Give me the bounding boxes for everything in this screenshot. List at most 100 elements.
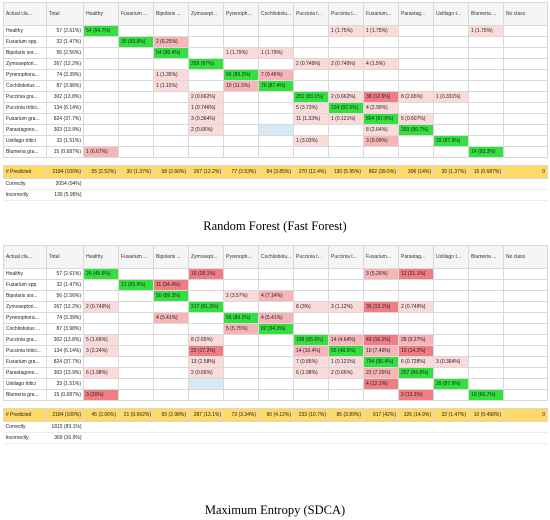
row-label: Puccinia tritici... xyxy=(3,102,47,114)
matrix-cell xyxy=(223,146,259,158)
predicted-count: 233 (10.7%) xyxy=(293,408,329,422)
matrix-cell: 2 (0.749%) xyxy=(398,301,434,313)
matrix-cell: 11 (1.33%) xyxy=(293,113,329,125)
matrix-cell: 10 (66.7%) xyxy=(468,389,504,401)
incorrectly-label: Incorrectly xyxy=(3,432,47,444)
matrix-cell xyxy=(223,389,259,401)
row-total: 15 (0.687%) xyxy=(46,146,84,158)
column-header[interactable]: Blumeria ... xyxy=(468,2,504,26)
column-header[interactable]: Fusarium... xyxy=(363,245,399,269)
matrix-cell xyxy=(398,69,434,81)
column-header[interactable]: Fusarium ... xyxy=(118,2,154,26)
column-header[interactable]: Healthy xyxy=(83,2,119,26)
matrix-cell xyxy=(433,36,469,48)
matrix-cell xyxy=(83,378,119,390)
matrix-cell: 23 (17.2%) xyxy=(188,345,224,357)
table-row: Fusarium spp. 32 (1.47%) 30 (93.8%) 2 (6.25… xyxy=(3,36,548,48)
predicted-count: 917 (42%) xyxy=(363,408,399,422)
matrix-cell xyxy=(258,268,294,280)
matrix-cell xyxy=(503,146,548,158)
column-header[interactable]: Fusarium ... xyxy=(118,245,154,269)
matrix-cell xyxy=(363,80,399,92)
column-header[interactable]: Puccinia t... xyxy=(328,2,364,26)
predicted-count: 45 (2.06%) xyxy=(83,408,119,422)
column-header[interactable]: Total xyxy=(46,245,84,269)
matrix-cell xyxy=(118,124,154,136)
matrix-cell: 30 (93.8%) xyxy=(118,36,154,48)
matrix-cell: 6 (1.98%) xyxy=(83,367,119,379)
matrix-cell xyxy=(293,290,329,302)
matrix-cell xyxy=(188,135,224,147)
column-header[interactable]: Zymosept... xyxy=(188,245,224,269)
matrix-cell xyxy=(118,268,154,280)
matrix-cell xyxy=(328,323,364,335)
matrix-cell xyxy=(433,290,469,302)
matrix-cell xyxy=(503,323,548,335)
matrix-cell xyxy=(118,323,154,335)
column-header[interactable]: Cochliobolu... xyxy=(258,2,294,26)
predicted-count: 65 (2.98%) xyxy=(153,408,189,422)
column-header[interactable]: Bipolaris ... xyxy=(153,2,189,26)
column-header[interactable]: Total xyxy=(46,2,84,26)
matrix-cell xyxy=(468,91,504,103)
matrix-cell xyxy=(118,102,154,114)
matrix-cell xyxy=(503,135,548,147)
column-header[interactable]: Bipolaris ... xyxy=(153,245,189,269)
matrix-cell xyxy=(468,334,504,346)
column-header[interactable]: Ustilago t... xyxy=(433,245,469,269)
predicted-count: 85 (3.89%) xyxy=(328,408,364,422)
column-header[interactable]: Puccinia t... xyxy=(293,245,329,269)
column-header[interactable]: Parastag... xyxy=(398,245,434,269)
predicted-count: 55 (2.52%) xyxy=(83,165,119,179)
matrix-cell xyxy=(433,312,469,324)
matrix-cell xyxy=(468,312,504,324)
column-header[interactable]: Pyrenoph... xyxy=(223,245,259,269)
row-total: 56 (2.56%) xyxy=(46,290,84,302)
column-header[interactable]: Healthy xyxy=(83,245,119,269)
matrix-cell xyxy=(258,124,294,136)
matrix-cell xyxy=(223,356,259,368)
matrix-cell xyxy=(293,312,329,324)
column-header[interactable]: Pyrenoph... xyxy=(223,2,259,26)
column-header[interactable]: Puccinia t... xyxy=(293,2,329,26)
column-header[interactable]: No class xyxy=(503,245,548,269)
table-row: Zymoseptori... 267 (12.2%) 259 (97%) 2 (0.7… xyxy=(3,58,548,70)
table-row: Bipolaris sor... 56 (2.56%) 50 (89.3%) 2 (3… xyxy=(3,290,548,302)
matrix-cell xyxy=(118,25,154,37)
matrix-cell: 1 (0.121%) xyxy=(328,356,364,368)
row-total: 33 (1.51%) xyxy=(46,135,84,147)
matrix-cell xyxy=(118,389,154,401)
predicted-count: 58 (2.66%) xyxy=(153,165,189,179)
matrix-cell xyxy=(293,323,329,335)
matrix-cell xyxy=(363,36,399,48)
matrix-cell xyxy=(433,146,469,158)
matrix-cell xyxy=(188,36,224,48)
table-row: Fusarium gra... 824 (37.7%) 3 (0.364%) 11 (… xyxy=(3,113,548,125)
matrix-cell: 4 (7.14%) xyxy=(258,290,294,302)
matrix-cell xyxy=(293,69,329,81)
row-label: Parastagono... xyxy=(3,124,47,136)
column-header[interactable]: No class xyxy=(503,2,548,26)
matrix-cell xyxy=(468,58,504,70)
column-header[interactable]: Puccinia t... xyxy=(328,245,364,269)
column-header[interactable]: Cochliobolu... xyxy=(258,245,294,269)
correctly-value: 2054 (94%) xyxy=(46,178,84,190)
matrix-cell xyxy=(223,135,259,147)
matrix-cell xyxy=(153,146,189,158)
column-header[interactable]: Zymosept... xyxy=(188,2,224,26)
matrix-cell xyxy=(468,378,504,390)
column-header[interactable]: Parastag... xyxy=(398,2,434,26)
column-header[interactable]: Actual cla... xyxy=(3,2,47,26)
matrix-cell: 8 (2.65%) xyxy=(188,334,224,346)
column-header[interactable]: Ustilago t... xyxy=(433,2,469,26)
column-header[interactable]: Actual cla... xyxy=(3,245,47,269)
matrix-cell: 2 (6.25%) xyxy=(153,36,189,48)
column-header[interactable]: Blumeria ... xyxy=(468,245,504,269)
confusion-table: Actual cla... Total Healthy Fusarium ... Bip… xyxy=(3,245,548,444)
matrix-cell xyxy=(258,356,294,368)
matrix-cell xyxy=(468,290,504,302)
column-header[interactable]: Fusarium... xyxy=(363,2,399,26)
predicted-count: 0 xyxy=(503,165,548,179)
row-total: 74 (3.39%) xyxy=(46,69,84,81)
matrix-cell xyxy=(153,91,189,103)
